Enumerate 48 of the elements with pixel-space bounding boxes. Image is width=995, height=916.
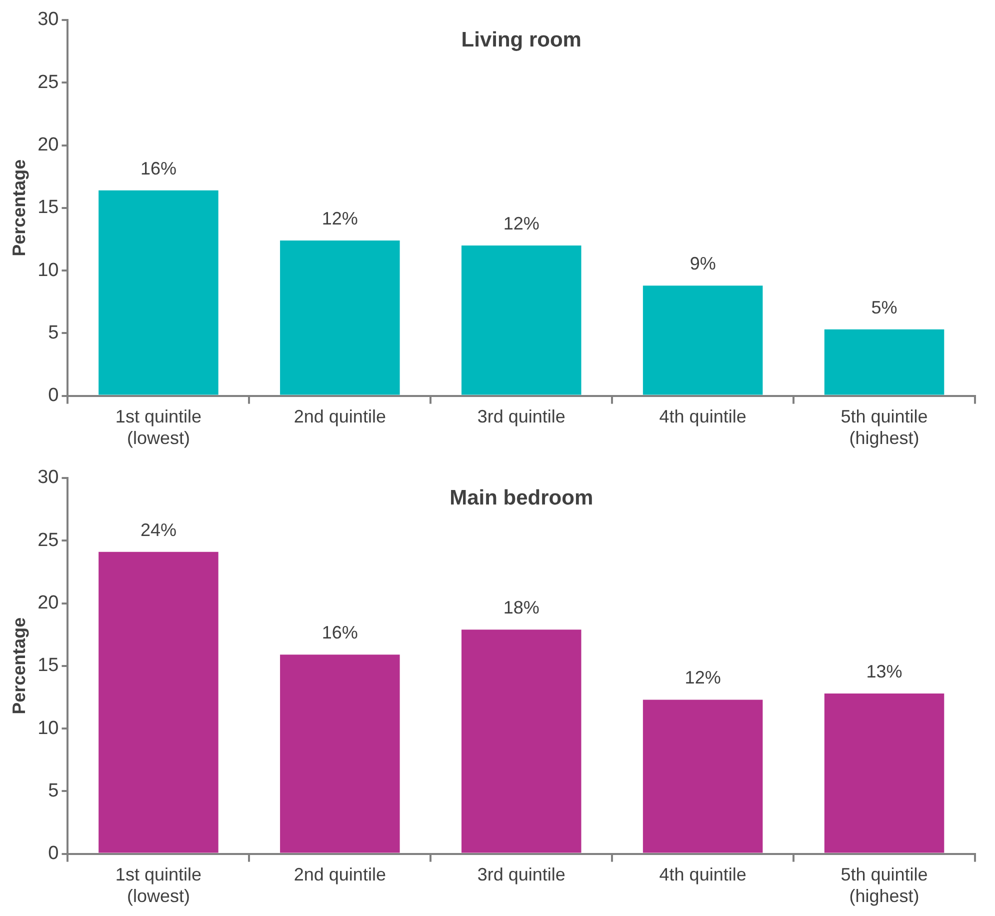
y-tick-label: 10 — [38, 718, 59, 739]
x-tick-label: 1st quintile (lowest) — [115, 864, 202, 906]
bar — [98, 190, 218, 395]
x-tick-label: 3rd quintile — [477, 406, 566, 427]
bar — [824, 693, 944, 853]
bar — [280, 654, 400, 853]
bar — [461, 630, 582, 853]
bar — [280, 240, 400, 395]
y-tick-label: 20 — [38, 592, 59, 614]
y-tick-label: 5 — [48, 780, 59, 802]
x-tick-label: 4th quintile — [659, 864, 746, 885]
bar — [461, 245, 582, 395]
y-tick-label: 30 — [38, 9, 59, 30]
data-label: 12% — [503, 213, 540, 234]
chart-title: Living room — [461, 28, 582, 52]
data-label: 5% — [871, 297, 898, 318]
x-tick-label: 2nd quintile — [294, 864, 386, 885]
y-tick-label: 15 — [38, 655, 59, 676]
x-tick-label: 5th quintile (highest) — [840, 406, 928, 448]
data-label: 16% — [140, 158, 176, 178]
data-label: 13% — [866, 661, 902, 682]
data-label: 9% — [690, 254, 716, 274]
data-label: 18% — [503, 598, 540, 618]
bar — [642, 286, 763, 395]
y-tick-label: 15 — [38, 197, 59, 218]
x-tick-label: 5th quintile (highest) — [840, 864, 928, 906]
y-tick-label: 0 — [48, 843, 59, 864]
y-tick-label: 0 — [48, 385, 59, 406]
y-axis-title: Percentage — [8, 159, 29, 256]
bar — [824, 329, 944, 395]
y-axis-title: Percentage — [8, 617, 29, 714]
y-tick-label: 25 — [38, 530, 59, 551]
y-tick-label: 10 — [38, 260, 59, 281]
data-label: 16% — [322, 622, 358, 643]
y-tick-label: 25 — [38, 72, 59, 93]
data-label: 24% — [140, 520, 176, 540]
data-label: 12% — [322, 208, 358, 228]
bar — [98, 552, 218, 853]
data-label: 12% — [684, 668, 721, 688]
y-tick-label: 20 — [38, 134, 59, 156]
y-tick-label: 5 — [48, 322, 59, 344]
chart-title: Main bedroom — [450, 486, 594, 510]
x-tick-label: 4th quintile — [659, 406, 746, 427]
x-tick-label: 3rd quintile — [477, 864, 566, 885]
bar — [642, 700, 763, 853]
x-tick-label: 2nd quintile — [294, 406, 386, 427]
x-tick-label: 1st quintile (lowest) — [115, 406, 202, 448]
y-tick-label: 30 — [38, 467, 59, 488]
